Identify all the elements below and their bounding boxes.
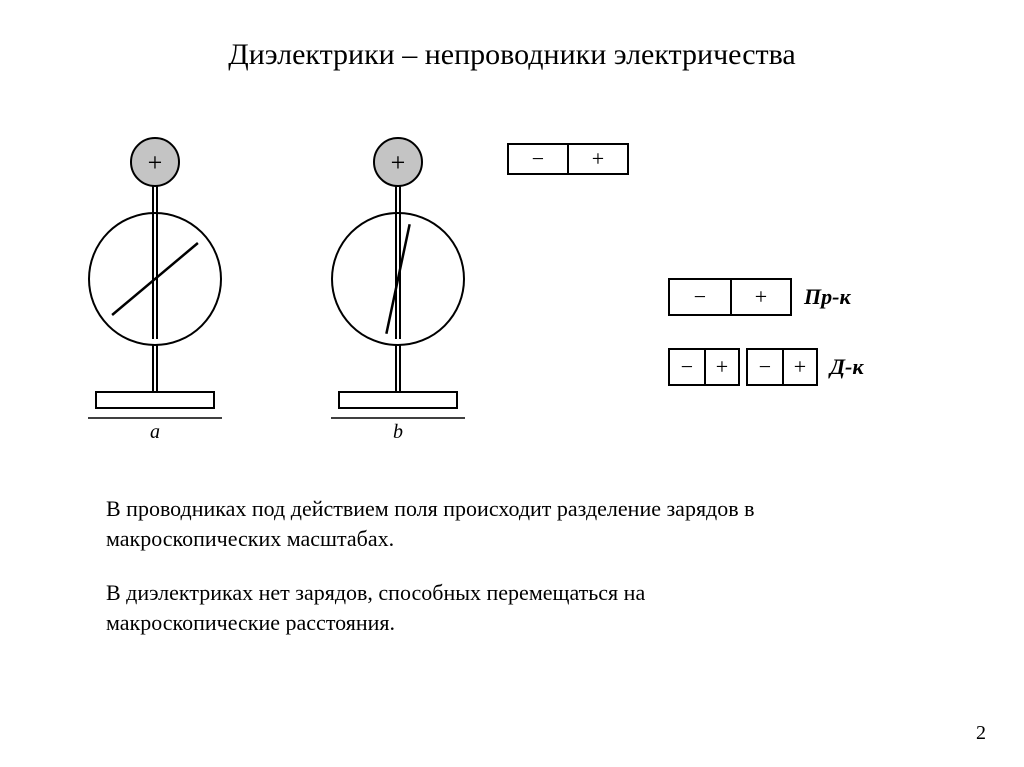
rod-box: −+ xyxy=(508,144,628,174)
svg-text:−: − xyxy=(532,146,544,171)
dielectric-cell-2a: − xyxy=(748,350,782,384)
electroscope-b: +b xyxy=(331,138,465,443)
svg-text:b: b xyxy=(393,421,403,443)
svg-text:+: + xyxy=(592,146,604,171)
paragraph-1: В проводниках под действием поля происхо… xyxy=(106,494,806,553)
dielectric-cell-2b: + xyxy=(782,350,816,384)
diagram-area: +a +b −+ xyxy=(0,134,1024,444)
dielectric-label: Д-к xyxy=(830,354,864,380)
conductor-box: − + xyxy=(668,278,792,316)
diagram-svg: +a +b −+ xyxy=(0,134,1024,444)
electroscope-a: +a xyxy=(88,138,222,443)
svg-text:+: + xyxy=(148,148,163,177)
page-title: Диэлектрики – непроводники электричества xyxy=(0,38,1024,72)
svg-text:a: a xyxy=(150,421,160,443)
conductor-cell-minus: − xyxy=(670,280,730,314)
conductor-row: − + Пр-к xyxy=(668,278,851,316)
conductor-cell-plus: + xyxy=(730,280,790,314)
dielectric-cell-1a: − xyxy=(670,350,704,384)
dielectric-cell-1b: + xyxy=(704,350,738,384)
svg-text:+: + xyxy=(391,148,406,177)
page-number: 2 xyxy=(976,722,986,745)
conductor-label: Пр-к xyxy=(804,284,851,310)
paragraph-2: В диэлектриках нет зарядов, способных пе… xyxy=(106,578,806,637)
dielectric-row: − + − + Д-к xyxy=(668,348,864,386)
dielectric-box-2: − + xyxy=(746,348,818,386)
dielectric-box-1: − + xyxy=(668,348,740,386)
